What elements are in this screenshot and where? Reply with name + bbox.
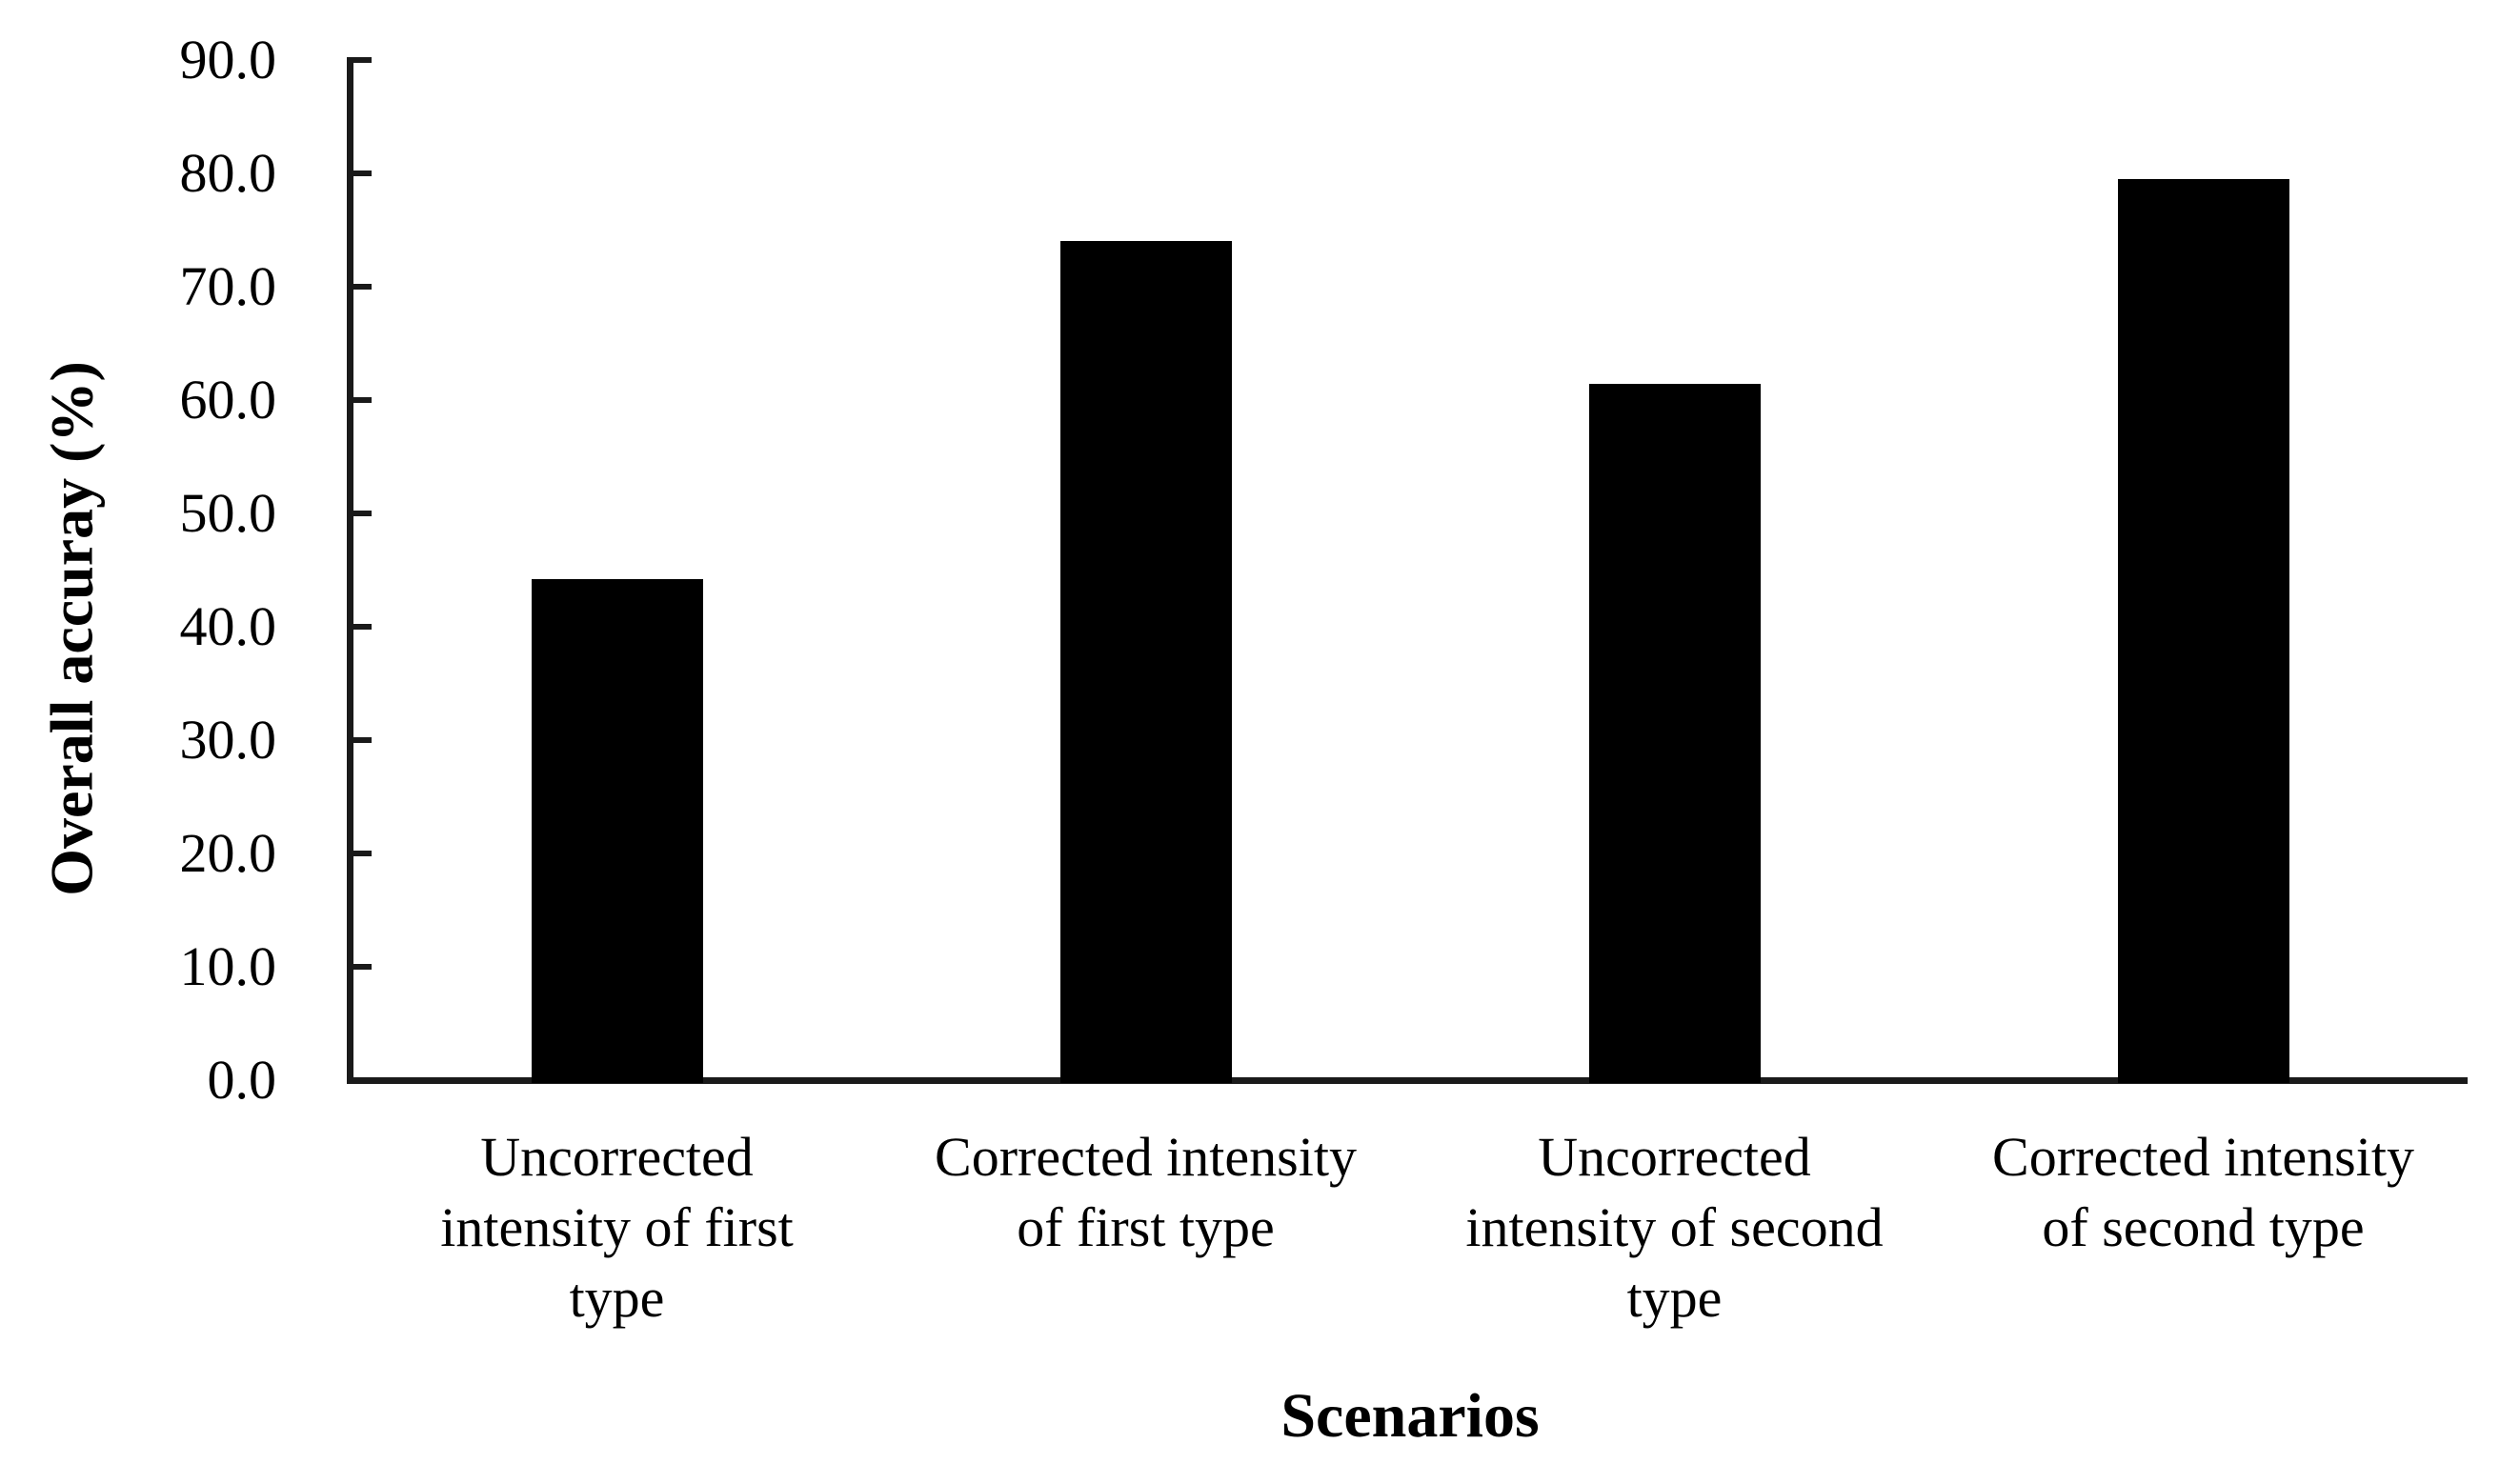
y-tick-label: 60.0	[179, 369, 277, 431]
y-axis-line	[347, 57, 353, 1084]
x-axis-line	[347, 1077, 2468, 1084]
bar	[2117, 178, 2289, 1083]
y-tick-mark	[347, 170, 372, 176]
y-tick-label: 10.0	[179, 935, 277, 997]
y-tick-label: 20.0	[179, 822, 277, 884]
y-tick-label: 40.0	[179, 595, 277, 657]
y-tick-mark	[347, 57, 372, 63]
y-tick-mark	[347, 1077, 372, 1083]
y-tick-mark	[347, 397, 372, 403]
x-category-label: Uncorrected intensity of first type	[440, 1126, 794, 1329]
y-tick-mark	[347, 851, 372, 856]
y-tick-label: 90.0	[179, 29, 277, 90]
bar	[1588, 384, 1761, 1083]
y-tick-mark	[347, 624, 372, 630]
x-category-label: Corrected intensity of second type	[1992, 1126, 2414, 1258]
x-category-label: Corrected intensity of first type	[935, 1126, 1357, 1258]
bar	[531, 579, 703, 1083]
y-tick-mark	[347, 511, 372, 516]
y-tick-mark	[347, 964, 372, 970]
y-tick-label: 80.0	[179, 142, 277, 204]
y-tick-label: 0.0	[207, 1049, 277, 1111]
y-tick-label: 30.0	[179, 709, 277, 771]
x-category-label: Uncorrected intensity of second type	[1465, 1126, 1884, 1329]
y-tick-label: 50.0	[179, 482, 277, 544]
y-tick-label: 70.0	[179, 255, 277, 317]
bar	[1059, 241, 1232, 1083]
y-tick-mark	[347, 284, 372, 290]
x-axis-title: Scenarios	[1280, 1381, 1540, 1451]
y-tick-mark	[347, 737, 372, 743]
